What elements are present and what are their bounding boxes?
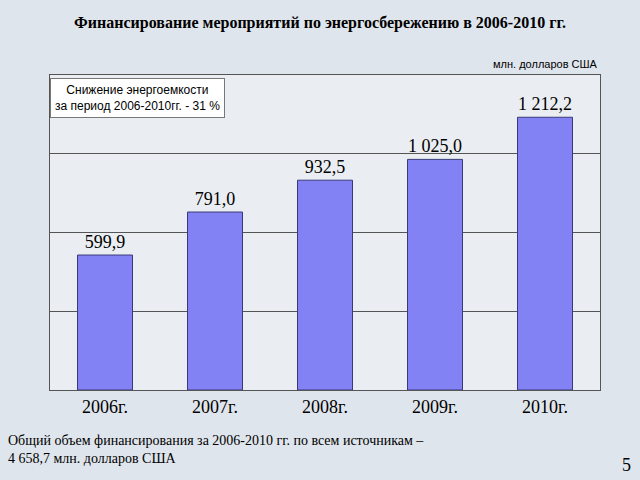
svg-text:Финансирование мероприятий по: Финансирование мероприятий по энергосбер… [74, 14, 566, 32]
svg-text:2006г.: 2006г. [82, 397, 128, 417]
svg-text:2009г.: 2009г. [412, 397, 458, 417]
svg-text:2008г.: 2008г. [302, 397, 348, 417]
svg-text:Общий объем финансирования за: Общий объем финансирования за 2006-2010 … [8, 433, 424, 466]
svg-text:599,9: 599,9 [85, 232, 126, 252]
svg-text:2010г.: 2010г. [522, 397, 568, 417]
svg-text:1 212,2: 1 212,2 [518, 94, 572, 114]
svg-text:791,0: 791,0 [195, 189, 236, 209]
svg-text:Снижение энергоемкостиза перио: Снижение энергоемкостиза период 2006-201… [55, 83, 220, 113]
svg-text:1 025,0: 1 025,0 [408, 136, 462, 156]
svg-text:932,5: 932,5 [305, 157, 346, 177]
svg-text:5: 5 [622, 455, 631, 475]
svg-text:2007г.: 2007г. [192, 397, 238, 417]
svg-text:млн. долларов США: млн. долларов США [493, 58, 598, 70]
